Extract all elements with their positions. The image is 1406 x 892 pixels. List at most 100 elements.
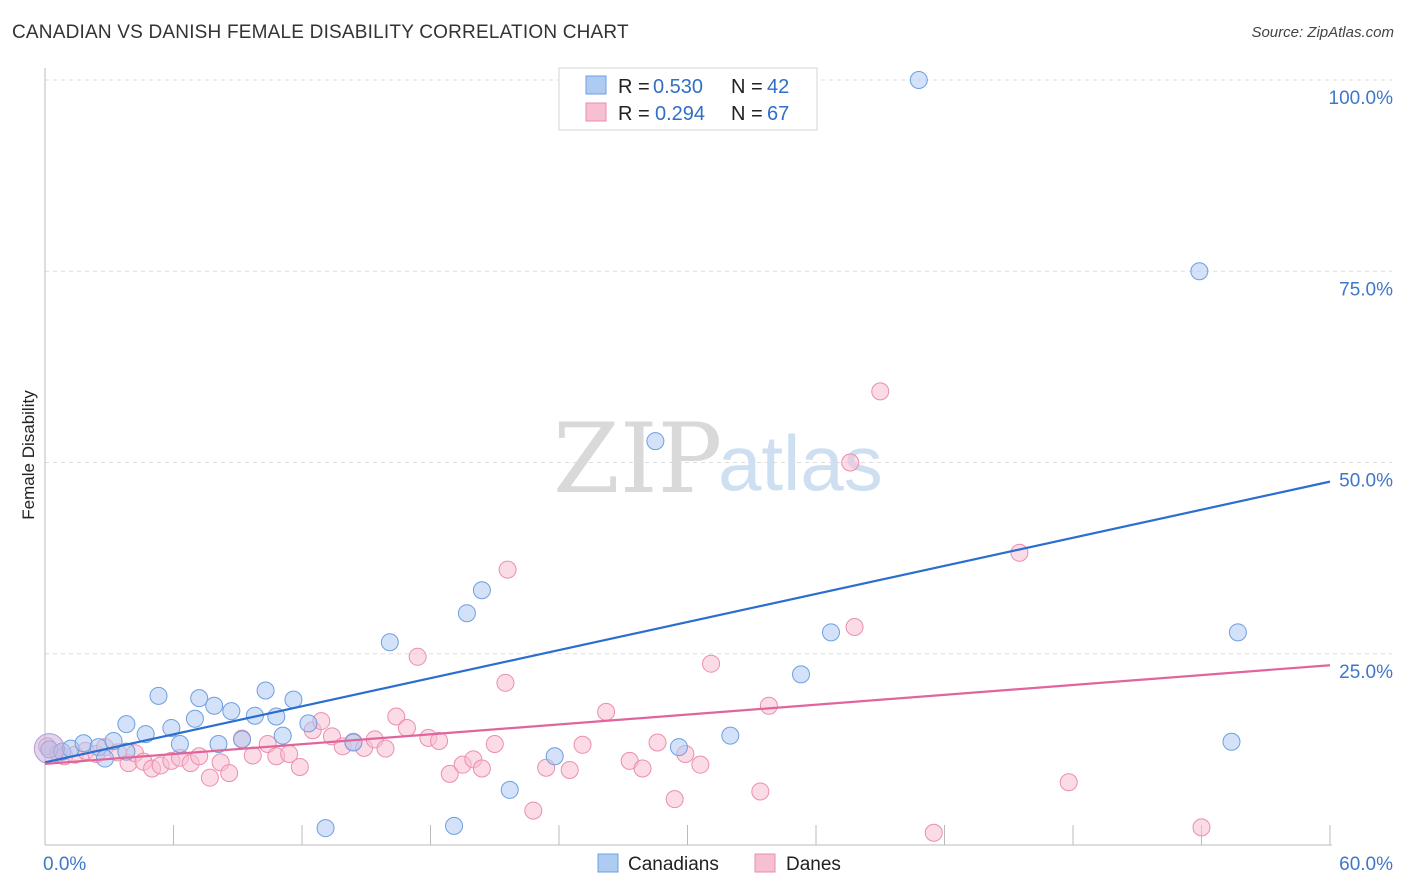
y-tick-label: 25.0% <box>1339 662 1393 683</box>
canadians-point <box>205 696 224 715</box>
watermark: ZIP atlas <box>553 403 883 515</box>
canadians-points <box>33 71 1247 838</box>
canadians-point <box>472 581 491 600</box>
danes-point <box>472 759 491 778</box>
canadians-series-label: Canadians <box>628 854 719 875</box>
canadians-point <box>721 726 740 745</box>
danes-point <box>243 746 262 765</box>
danes-point <box>702 654 721 673</box>
canadians-point <box>344 733 363 752</box>
source-label: Source: ZipAtlas.com <box>1251 24 1394 41</box>
danes-point <box>1059 773 1078 792</box>
canadians-point <box>1222 732 1241 751</box>
danes-point <box>633 759 652 778</box>
danes-point <box>258 735 277 754</box>
canadians-point <box>117 715 136 734</box>
danes-point <box>376 739 395 758</box>
danes-point <box>200 768 219 787</box>
canadians-point <box>316 819 335 838</box>
danes-point <box>496 673 515 692</box>
canadians-point <box>273 726 292 745</box>
danes-series-label: Danes <box>786 854 841 875</box>
canadians-n-label: N = <box>731 76 763 98</box>
canadians-r-value: 0.530 <box>653 76 703 98</box>
stats-legend: R = 0.530 N = 42 R = 0.294 N = 67 <box>558 67 818 131</box>
danes-r-value: 0.294 <box>655 103 705 125</box>
danes-point <box>498 560 517 579</box>
canadians-point <box>149 686 168 705</box>
danes-point <box>573 735 592 754</box>
x-tick-label: 60.0% <box>1339 854 1393 875</box>
danes-point <box>1192 818 1211 837</box>
canadians-r-label: R = <box>618 76 650 98</box>
danes-point <box>440 764 459 783</box>
canadians-point <box>457 604 476 623</box>
canadians-point <box>185 709 204 728</box>
canadians-point <box>909 71 928 89</box>
canadians-point <box>162 718 181 737</box>
danes-point <box>560 761 579 780</box>
danes-point <box>759 696 778 715</box>
canadians-series-swatch <box>597 853 619 873</box>
canadians-point <box>545 747 564 766</box>
danes-point <box>845 617 864 636</box>
danes-point <box>648 733 667 752</box>
canadians-legend-swatch <box>585 75 607 95</box>
canadians-point <box>136 725 155 744</box>
danes-point <box>387 707 406 726</box>
danes-point <box>220 764 239 783</box>
danes-point <box>871 382 890 401</box>
danes-point <box>190 747 209 766</box>
danes-point <box>524 801 543 820</box>
danes-point <box>408 647 427 666</box>
y-tick-label: 50.0% <box>1339 471 1393 492</box>
canadians-point <box>1228 623 1247 642</box>
canadians-point <box>104 731 123 750</box>
danes-point <box>924 823 943 842</box>
canadians-point <box>209 735 228 754</box>
danes-legend-swatch <box>585 102 607 122</box>
danes-point <box>397 718 416 737</box>
canadians-point <box>792 665 811 684</box>
canadians-point <box>222 702 241 721</box>
y-tick-label: 100.0% <box>1329 88 1394 109</box>
trend-lines <box>44 480 1331 766</box>
canadians-point <box>821 623 840 642</box>
canadians-point <box>1190 262 1209 281</box>
canadians-point <box>190 689 209 708</box>
canadians-point <box>646 432 665 451</box>
canadians-point <box>284 690 303 709</box>
danes-point <box>485 735 504 754</box>
danes-n-label: N = <box>731 103 763 125</box>
danes-series-swatch <box>754 853 776 873</box>
canadians-point <box>669 738 688 757</box>
series-legend: Canadians Danes <box>597 853 841 875</box>
danes-n-value: 67 <box>767 103 789 125</box>
grid-lines <box>45 79 1392 655</box>
canadians-point <box>117 742 136 761</box>
canadians-n-value: 42 <box>767 76 789 98</box>
danes-trend-line <box>44 664 1331 766</box>
y-tick-label: 75.0% <box>1339 279 1393 300</box>
y-tick-labels: 25.0% 50.0% 75.0% 100.0% <box>1329 88 1394 683</box>
danes-point <box>665 790 684 809</box>
y-axis-label: Female Disability <box>19 390 38 520</box>
canadians-point <box>445 816 464 835</box>
danes-point <box>290 757 309 776</box>
x-tick-label: 0.0% <box>43 854 86 875</box>
danes-point <box>841 453 860 472</box>
canadians-point <box>74 734 93 753</box>
danes-point <box>430 731 449 750</box>
canadians-point <box>256 681 275 700</box>
canadians-trend-line <box>44 480 1331 764</box>
danes-point <box>1010 543 1029 562</box>
canadians-point <box>380 633 399 652</box>
danes-point <box>597 702 616 721</box>
axes <box>44 68 1332 846</box>
x-tick-labels: 0.0% 60.0% <box>43 854 1393 875</box>
chart-title: CANADIAN VS DANISH FEMALE DISABILITY COR… <box>12 22 629 43</box>
danes-point <box>751 782 770 801</box>
canadians-point <box>170 735 189 754</box>
canadians-point <box>299 714 318 733</box>
